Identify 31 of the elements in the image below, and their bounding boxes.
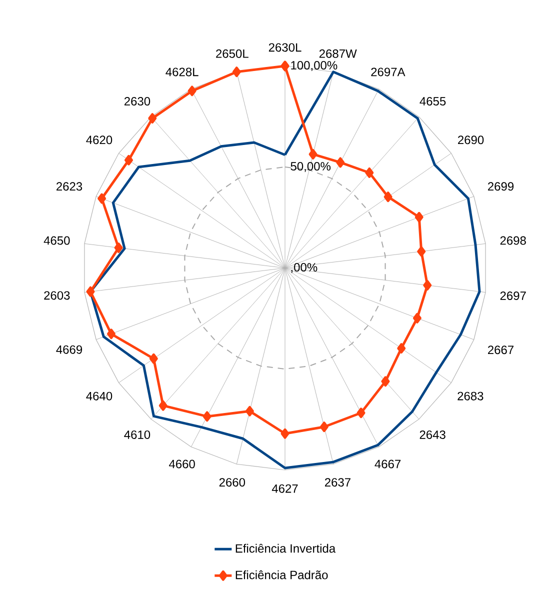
spoke-label: 2683 [458, 392, 484, 400]
spoke-label: 2690 [458, 136, 484, 144]
y-tick-label: 50,00% [290, 162, 331, 172]
spoke-label: 4660 [169, 460, 195, 468]
spoke-label: 2603 [44, 291, 70, 300]
spoke-label: 2697A [371, 68, 406, 76]
spoke-label: 4655 [420, 97, 446, 106]
spoke-label: 2643 [420, 430, 446, 439]
legend-label: Eficiência Padrão [236, 570, 328, 580]
spoke-label: 2699 [488, 182, 514, 191]
y-tick-label: 100,00% [291, 61, 338, 71]
spoke-label: 2623 [56, 182, 82, 191]
spoke-label: 2667 [488, 346, 514, 354]
spoke-label: 4628L [166, 68, 198, 76]
spoke-label: 4620 [86, 136, 112, 144]
spoke-label: 4650 [44, 236, 70, 245]
spoke-label: 4610 [124, 430, 150, 439]
spoke-label: 4669 [56, 345, 82, 354]
spoke-label: 2698 [500, 236, 526, 245]
spoke-label: 2697 [500, 291, 526, 300]
spoke-label: 4667 [374, 460, 401, 468]
y-tick-label: ,00% [291, 263, 318, 273]
spoke-label: 2630 [124, 97, 150, 106]
spoke-label: 2637 [324, 478, 350, 487]
spoke-label: 2630L [268, 43, 302, 52]
spoke-label: 2650L [216, 49, 248, 58]
spoke-label: 4640 [86, 392, 112, 400]
spoke-label: 2687W [319, 49, 357, 58]
spoke-label: 2660 [219, 478, 246, 487]
legend-label: Eficiência Invertida [236, 544, 336, 553]
spoke-label: 4627 [272, 484, 298, 493]
